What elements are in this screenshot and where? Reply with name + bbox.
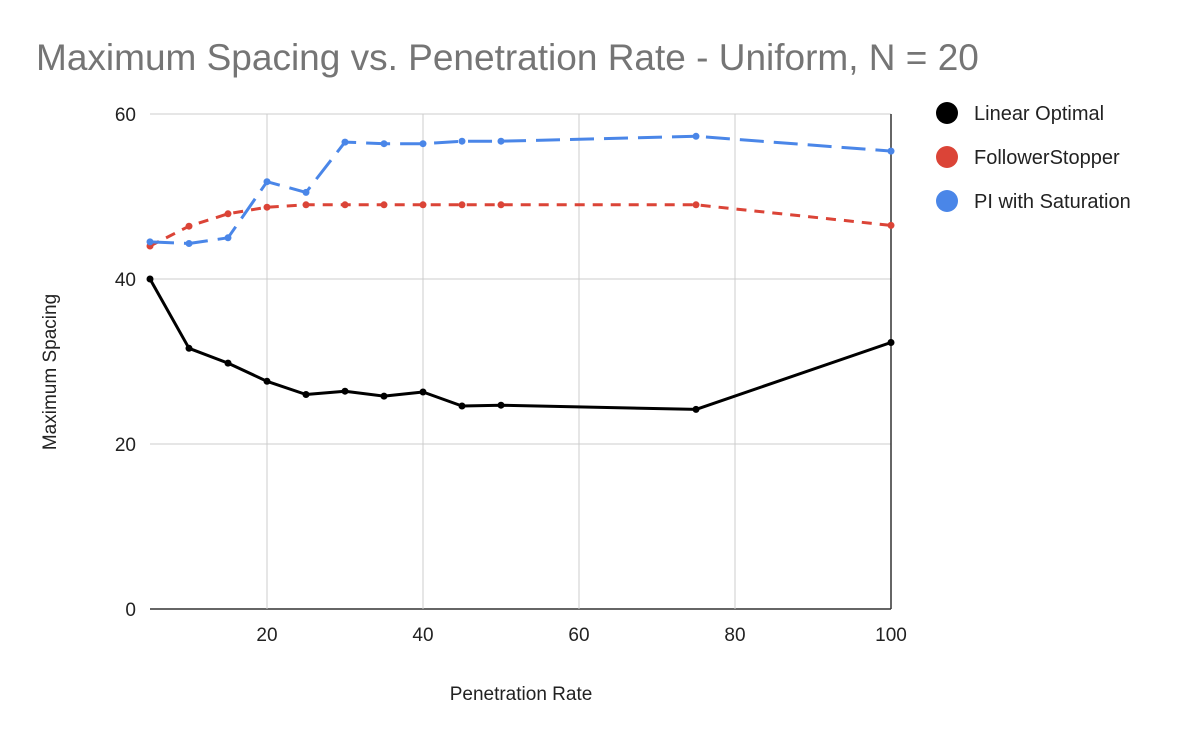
x-tick-label: 100 [875, 625, 907, 646]
legend-label: PI with Saturation [974, 191, 1131, 213]
data-point [458, 137, 466, 145]
data-point [692, 405, 700, 413]
data-point [185, 344, 193, 352]
data-point [224, 359, 232, 367]
data-point [185, 240, 193, 247]
data-point [458, 402, 466, 410]
data-point [224, 210, 232, 218]
data-point [887, 339, 895, 346]
legend: Linear Optimal FollowerStopper PI with Sat… [936, 102, 1131, 213]
data-point [380, 392, 388, 400]
y-tick-label: 40 [115, 270, 136, 291]
data-point [497, 201, 505, 209]
x-tick-label: 80 [724, 625, 745, 646]
data-point [692, 201, 700, 209]
y-axis-label: Maximum Spacing [40, 294, 61, 450]
data-point [146, 275, 154, 283]
data-point [302, 391, 310, 398]
y-tick-label: 60 [115, 105, 136, 126]
data-point [419, 140, 427, 148]
legend-label: FollowerStopper [974, 147, 1120, 169]
data-point [263, 178, 271, 186]
series-layer [146, 132, 895, 413]
series-pi-with-saturation [146, 132, 895, 247]
data-point [887, 147, 895, 155]
data-point [497, 137, 505, 145]
y-tick-label: 0 [125, 600, 136, 621]
data-point [146, 238, 154, 246]
x-axis-label: Penetration Rate [450, 684, 593, 705]
x-tick-label: 60 [568, 625, 589, 646]
data-point [263, 203, 271, 211]
data-point [380, 201, 388, 209]
legend-label: Linear Optimal [974, 103, 1104, 125]
series-line [149, 203, 892, 248]
tick-labels: 0 20 40 60 20 40 60 80 100 [115, 105, 907, 646]
x-tick-label: 40 [412, 625, 433, 646]
data-point [458, 201, 466, 209]
data-point [263, 377, 271, 385]
x-tick-label: 20 [256, 625, 277, 646]
data-point [419, 388, 427, 396]
data-point [302, 188, 310, 196]
data-point [887, 221, 895, 229]
legend-marker [936, 102, 958, 124]
data-point [224, 234, 232, 242]
data-point [341, 387, 349, 395]
y-tick-label: 20 [115, 435, 136, 456]
data-point [380, 140, 388, 148]
series-line [149, 134, 892, 245]
grid-lines [150, 113, 892, 610]
legend-marker [936, 190, 958, 212]
data-point [692, 132, 700, 140]
series-line [148, 278, 892, 411]
data-point [185, 222, 193, 230]
chart-title: Maximum Spacing vs. Penetration Rate - U… [36, 37, 979, 78]
data-point [341, 138, 349, 146]
data-point [341, 201, 349, 209]
series-linear-optimal [146, 275, 895, 413]
legend-marker [936, 146, 958, 168]
data-point [497, 401, 505, 409]
series-followerstopper [146, 201, 895, 250]
data-point [419, 201, 427, 209]
data-point [302, 201, 310, 209]
